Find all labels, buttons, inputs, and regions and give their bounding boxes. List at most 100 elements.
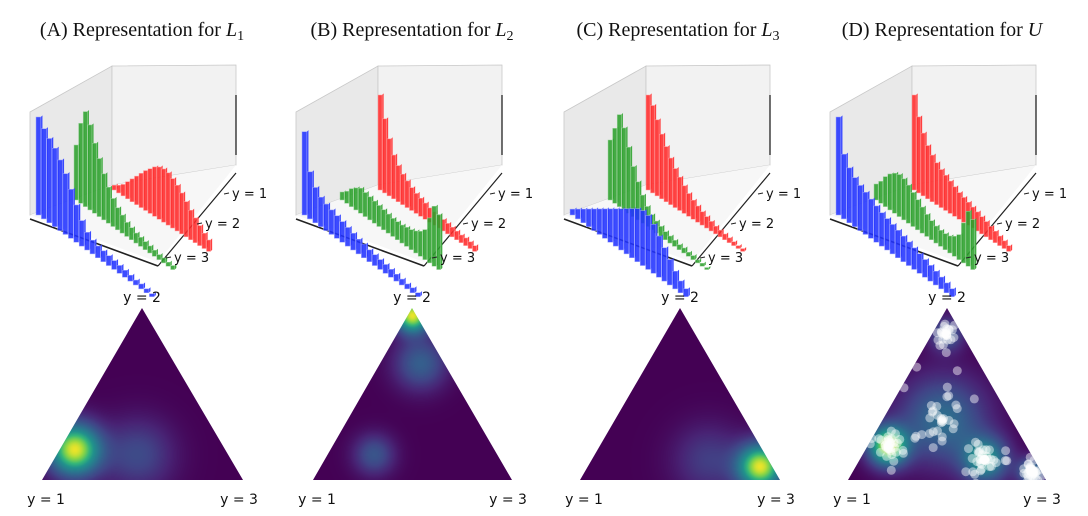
vertex-label-y3: y = 3 [757, 492, 795, 508]
bar [348, 188, 354, 207]
bar [449, 227, 455, 238]
bar [431, 205, 437, 267]
bar [390, 218, 395, 237]
sample-point [980, 455, 990, 465]
bar [659, 133, 664, 200]
series-3 [301, 130, 422, 297]
class-label: y = 2 [1005, 217, 1040, 232]
sample-point [880, 440, 890, 450]
class-label: y = 2 [739, 217, 774, 232]
density-heatmap [313, 308, 512, 480]
sample-point [1029, 466, 1039, 476]
panel-title-sub: 1 [237, 29, 244, 44]
panel-title-prefix: (B) Representation for [310, 19, 495, 41]
bar [101, 173, 106, 221]
sample-point [942, 392, 952, 402]
bar [929, 154, 935, 202]
sample-point [880, 441, 890, 451]
sample-point [936, 414, 946, 423]
bar [704, 267, 709, 270]
sample-point [889, 438, 899, 447]
sample-point [1025, 464, 1035, 474]
sample-point [874, 434, 884, 444]
bar [927, 265, 933, 282]
simplex-panel-c: y = 2 y = 1 y = 3 [565, 290, 795, 508]
sample-point [940, 329, 950, 339]
bar [174, 185, 180, 232]
bar-side [143, 282, 146, 289]
bar [952, 186, 957, 217]
sample-point [1028, 464, 1037, 474]
sample-point [1027, 466, 1037, 476]
sample-point [991, 458, 1001, 468]
depth-tick [699, 256, 706, 259]
sample-point [937, 415, 947, 425]
sample-point [985, 462, 995, 472]
bar [629, 208, 635, 259]
bar [654, 119, 660, 197]
bar [676, 244, 682, 250]
bar [454, 230, 459, 240]
bar [1006, 245, 1011, 252]
simplex-panel-d: y = 2 y = 1 y = 3 [833, 290, 1061, 508]
sample-point [882, 451, 892, 461]
bar [661, 247, 667, 282]
bar [992, 231, 998, 243]
bar [920, 132, 926, 197]
bar [147, 168, 153, 214]
class-label: y = 2 [471, 217, 506, 232]
bar [376, 205, 382, 227]
bar [161, 257, 166, 264]
sample-point [941, 327, 951, 337]
bar-side [138, 278, 140, 285]
sample-point [1001, 446, 1011, 456]
bar [413, 193, 419, 214]
sample-point [883, 432, 893, 442]
vertex-label-y2: y = 2 [928, 290, 966, 306]
bar [591, 208, 597, 231]
sample-point [885, 444, 895, 454]
bar [896, 174, 902, 217]
sample-point [883, 441, 893, 451]
class-label: y = 3 [174, 251, 209, 266]
sample-point [968, 467, 978, 477]
bar [105, 186, 111, 224]
sample-point [876, 435, 886, 445]
sample-point [882, 437, 892, 447]
sample-point [1027, 467, 1037, 477]
bar [124, 222, 129, 237]
sample-point [978, 445, 988, 455]
bar-side [476, 244, 479, 252]
bar [138, 283, 144, 290]
sample-point [884, 444, 893, 454]
bar [851, 177, 858, 227]
bar [68, 189, 74, 239]
sample-point [975, 447, 985, 457]
bar [165, 261, 171, 267]
bar [371, 200, 377, 224]
bar [662, 231, 668, 240]
bar [704, 216, 709, 229]
vertex-label-y3: y = 3 [220, 492, 258, 508]
bar [381, 209, 386, 231]
bar [602, 208, 608, 239]
bar [645, 94, 651, 191]
bar [201, 233, 207, 249]
sample-point [926, 401, 936, 410]
sample-point [1027, 467, 1036, 477]
bar [458, 234, 464, 243]
bar [911, 247, 917, 270]
sample-point [1026, 464, 1036, 474]
floor [830, 165, 1036, 262]
panel-title-a: (A) Representation for L1 [40, 19, 244, 44]
bar [393, 273, 399, 282]
sample-point [951, 400, 961, 410]
sample-point [944, 415, 954, 425]
bar [868, 198, 874, 239]
bar [882, 176, 888, 207]
bar [388, 269, 394, 278]
bar [668, 157, 673, 205]
vertex-label-y3: y = 3 [1023, 492, 1061, 508]
bar [377, 94, 383, 191]
bar [358, 187, 363, 214]
